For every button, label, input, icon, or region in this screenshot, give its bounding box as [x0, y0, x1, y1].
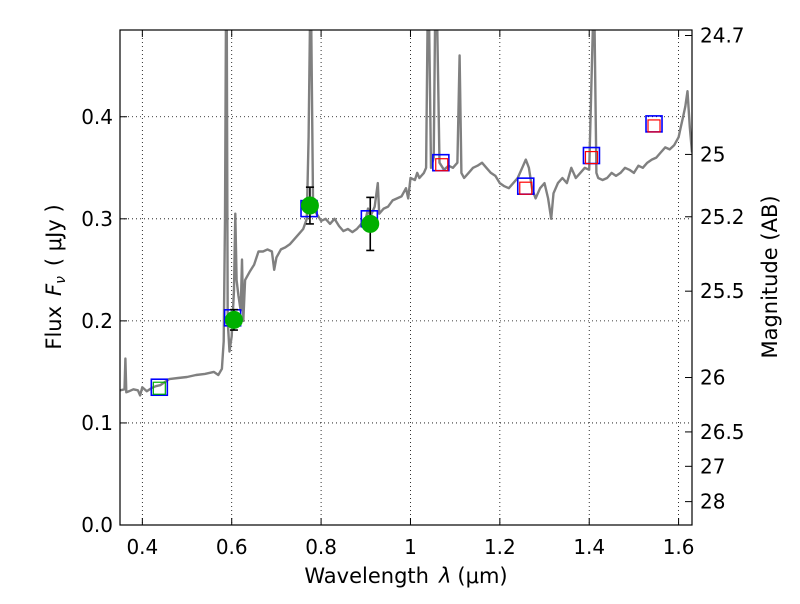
observed-photometry-point	[361, 214, 380, 233]
x-tick-label: 0.8	[305, 535, 337, 559]
x-axis-title-text: Wavelength	[304, 564, 429, 588]
y2-tick-label: 25	[700, 142, 725, 166]
y2-tick-label: 25.5	[700, 279, 745, 303]
x-tick-label: 0.4	[126, 535, 158, 559]
y-axis-title-unit: ( μJy )	[42, 204, 66, 266]
observed-photometry-point	[300, 196, 319, 215]
y2-tick-label: 26.5	[700, 420, 745, 444]
y-tick-label: 0.1	[81, 411, 113, 435]
plot-frame	[119, 29, 693, 526]
limit-square	[519, 181, 533, 195]
y2-tick-label: 28	[700, 490, 725, 514]
photometry-markers	[150, 115, 663, 397]
x-axis-ticks: 0.4 0.6 0.8 1 1.2 1.4 1.6	[126, 30, 695, 559]
x-tick-label: 1.2	[484, 535, 516, 559]
y-tick-label: 0.2	[81, 309, 113, 333]
plot-background	[120, 30, 692, 525]
x-tick-label: 1.4	[573, 535, 605, 559]
limit-square	[435, 158, 449, 172]
y-axis-title-symbol: F	[42, 283, 66, 296]
x-axis-title-symbol: λ	[438, 564, 451, 588]
x-axis-title: Wavelength λ (μm)	[304, 564, 507, 588]
limit-square	[647, 119, 661, 133]
y-axis-title-subscript: ν	[53, 276, 69, 284]
y2-axis-title: Magnitude (AB)	[758, 195, 782, 358]
y-axis-title: Flux Fν ( μJy )	[42, 204, 69, 349]
observed-photometry-point	[224, 310, 243, 329]
x-tick-label: 0.6	[216, 535, 248, 559]
y-axis-ticks: 0.0 0.1 0.2 0.3 0.4	[81, 105, 127, 537]
y2-tick-label: 25.2	[700, 205, 745, 229]
limit-square	[152, 381, 166, 395]
y-axis-title-text: Flux	[42, 306, 66, 350]
y2-axis-ticks: 24.7 25 25.2 25.5 26 26.5 27 28	[685, 24, 745, 514]
y2-tick-label: 24.7	[700, 24, 745, 48]
x-axis-title-unit: (μm)	[457, 564, 507, 588]
y2-tick-label: 27	[700, 454, 725, 478]
y-tick-label: 0.3	[81, 207, 113, 231]
y-tick-label: 0.0	[81, 513, 113, 537]
x-tick-label: 1	[404, 535, 417, 559]
y-tick-label: 0.4	[81, 105, 113, 129]
x-tick-label: 1.6	[663, 535, 695, 559]
limit-square	[584, 150, 599, 165]
model-photometry-square	[150, 378, 169, 397]
y2-tick-label: 26	[700, 366, 725, 390]
